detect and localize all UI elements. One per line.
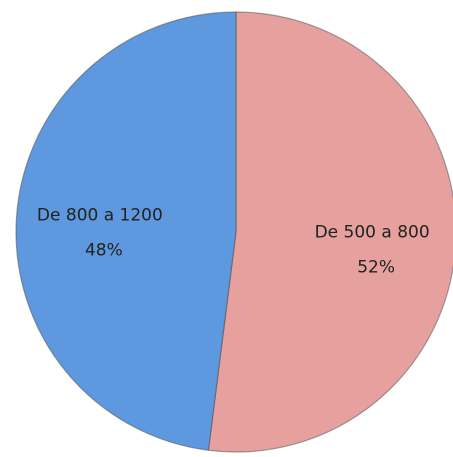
slice-percent: 48%	[85, 240, 123, 260]
pie-slice	[15, 11, 237, 451]
slice-label: De 500 a 800	[315, 223, 430, 243]
slice-label: De 800 a 1200	[37, 205, 163, 225]
slice-percent: 52%	[357, 258, 395, 278]
pie-slice	[207, 11, 453, 453]
